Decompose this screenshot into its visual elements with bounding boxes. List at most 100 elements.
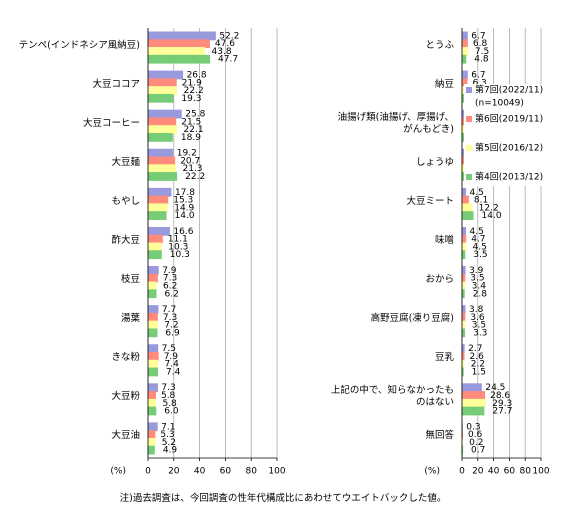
bar (461, 31, 468, 41)
value-label: 47.6 (215, 39, 235, 49)
legend-swatch (466, 174, 472, 180)
value-label: 2.2 (471, 360, 485, 370)
category-label: 納豆 (434, 78, 454, 90)
value-label: 0.6 (468, 430, 483, 440)
x-tick-label: 20 (168, 467, 180, 477)
value-label: 7.3 (161, 383, 175, 393)
bar (147, 195, 169, 205)
legend-swatch (466, 145, 472, 151)
legend-label: 第6回(2019/11) (475, 113, 543, 125)
value-label: 4.5 (470, 227, 484, 237)
value-label: 7.1 (161, 422, 175, 432)
category-label: もやし (111, 195, 140, 207)
value-label: 12.2 (479, 203, 499, 213)
x-axis-label: (%) (424, 467, 440, 477)
bar (147, 164, 176, 174)
bar (147, 437, 156, 447)
value-label: 19.3 (181, 94, 201, 104)
bar (147, 125, 178, 134)
bar (147, 54, 211, 64)
value-label: 25.8 (185, 110, 205, 120)
value-label: 6.7 (471, 70, 485, 80)
value-label: 4.9 (163, 446, 178, 456)
category-label: おから (425, 274, 454, 286)
value-label: 2.7 (468, 344, 482, 354)
category-label: 無回答 (425, 430, 454, 442)
value-label: 5.8 (161, 391, 176, 401)
category-label: テンペ(インドネシア風納豆) (18, 39, 140, 51)
bar (147, 133, 173, 142)
value-label: 3.5 (472, 321, 486, 331)
bar (461, 242, 467, 252)
value-label: 14.0 (175, 211, 195, 221)
value-label: 5.3 (160, 430, 174, 440)
value-label: 6.3 (472, 78, 486, 88)
bar (147, 398, 156, 408)
value-label: 17.8 (175, 188, 195, 198)
bar (461, 320, 466, 330)
value-label: 10.3 (168, 242, 188, 252)
bar (147, 312, 158, 322)
bar (147, 289, 157, 299)
legend-swatch (466, 87, 472, 93)
value-label: 18.9 (181, 133, 201, 143)
value-label: 3.3 (473, 328, 487, 338)
bar (461, 39, 468, 49)
bar (147, 391, 156, 400)
value-label: 14.0 (482, 211, 502, 221)
bar (147, 430, 156, 439)
value-label: 2.6 (470, 352, 485, 362)
bar (461, 70, 468, 80)
x-tick-label: 60 (504, 467, 516, 477)
legend-swatch (466, 116, 472, 122)
category-label: 高野豆腐(凍り豆腐) (370, 313, 454, 325)
bar (147, 187, 172, 197)
footnote: 注)過去調査は、今回調査の性年代構成比にあわせてウエイトバックした値。 (119, 493, 447, 504)
value-label: 43.8 (212, 47, 232, 57)
value-label: 28.6 (490, 391, 510, 401)
category-label: きな粉 (111, 352, 140, 364)
bar (461, 203, 473, 213)
value-label: 24.5 (485, 383, 505, 393)
bar (147, 266, 159, 275)
value-label: 7.9 (164, 352, 179, 362)
bar (461, 195, 469, 205)
value-label: 5.8 (162, 399, 177, 409)
value-label: 5.2 (162, 438, 176, 448)
category-label: 大豆麺 (111, 156, 140, 168)
bar (147, 281, 157, 291)
value-label: 7.5 (162, 344, 176, 354)
value-label: 16.6 (173, 227, 193, 237)
value-label: 3.5 (470, 274, 484, 284)
value-label: 1.5 (472, 367, 486, 377)
x-tick-label: 0 (459, 467, 465, 477)
bar (147, 78, 177, 88)
category-label: 味噌 (434, 235, 454, 246)
bar (147, 305, 159, 314)
bar (147, 93, 174, 103)
value-label: 7.2 (164, 321, 178, 331)
value-label: 4.5 (473, 242, 487, 252)
x-axis-label: (%) (110, 467, 126, 477)
value-label: 52.2 (219, 31, 239, 41)
bar (147, 406, 157, 416)
value-label: 22.1 (184, 125, 204, 135)
value-label: 14.9 (174, 203, 194, 213)
bar (147, 203, 168, 213)
category-label: 酢大豆 (111, 235, 140, 246)
value-label: 7.9 (162, 266, 177, 276)
bar (461, 250, 466, 260)
x-tick-label: 80 (245, 467, 257, 477)
bar (147, 226, 170, 236)
category-label: 大豆ミート (406, 195, 454, 207)
bar (461, 266, 466, 275)
legend-label: 第7回(2022/11) (475, 84, 543, 96)
value-label: 11.1 (168, 235, 188, 245)
value-label: 27.7 (492, 407, 512, 417)
category-label: しょうゆ (415, 156, 454, 168)
bar (147, 359, 159, 369)
value-label: 2.8 (473, 289, 488, 299)
value-label: 7.3 (163, 274, 177, 284)
